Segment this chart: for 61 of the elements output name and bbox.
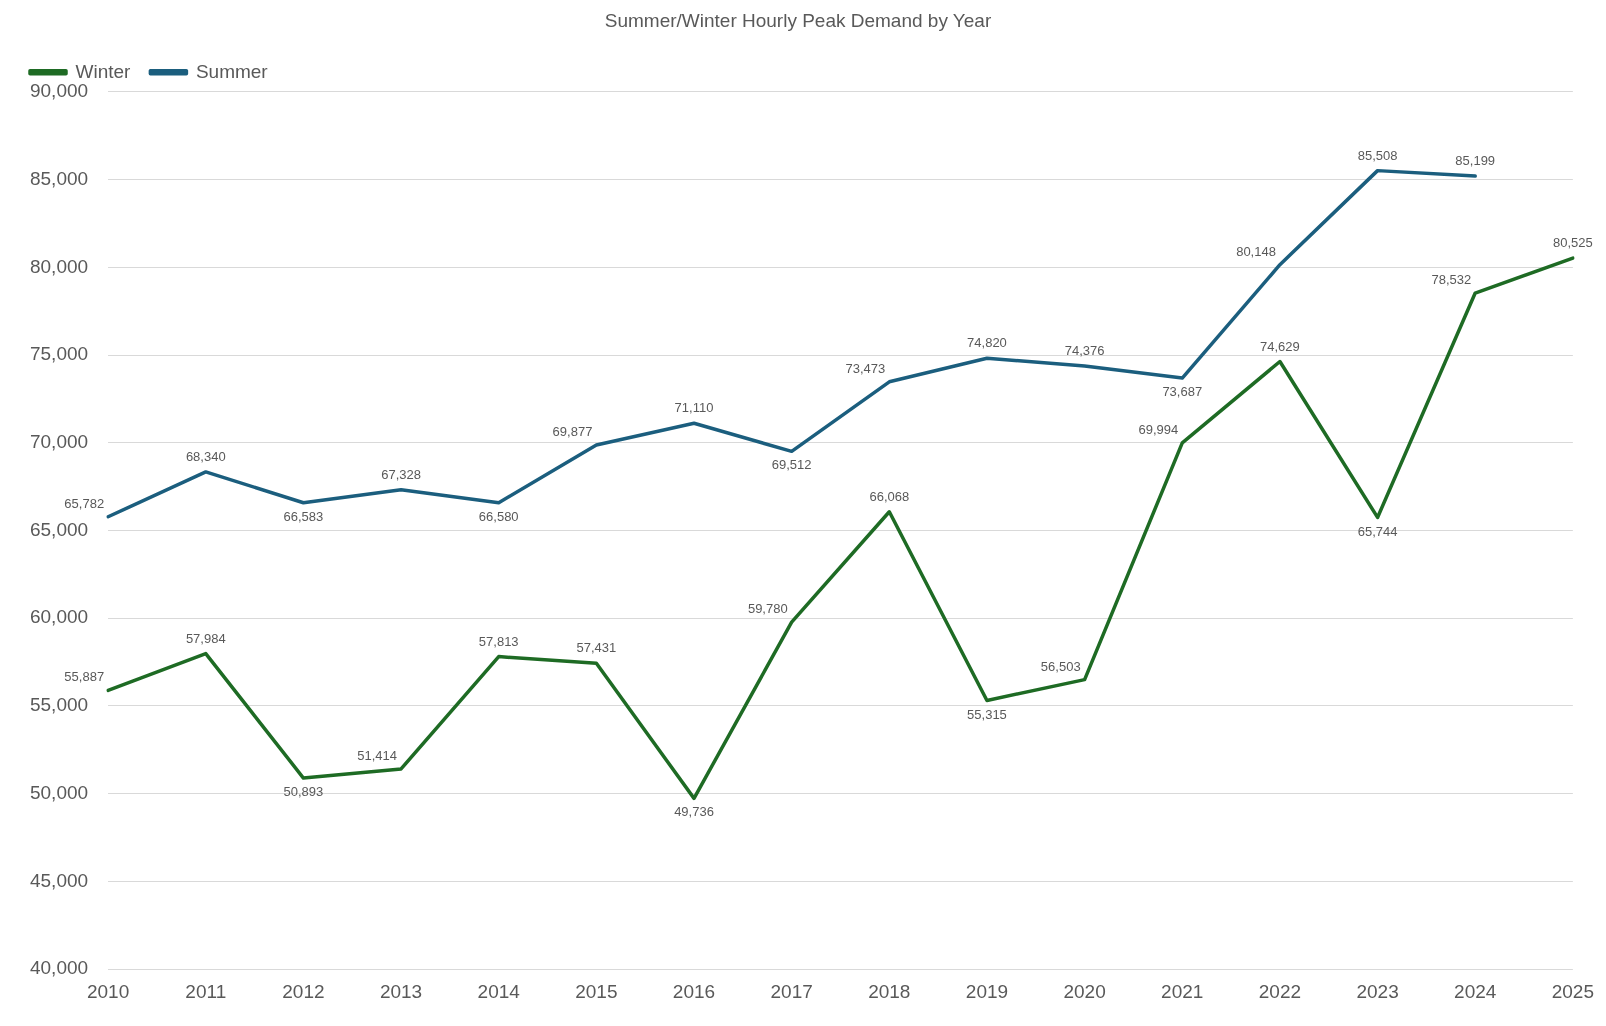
data-label: 65,782	[64, 495, 105, 511]
y-tick-label: 85,000	[29, 167, 89, 189]
data-label: 56,503	[1040, 658, 1081, 674]
y-tick-label: 45,000	[29, 869, 89, 891]
x-tick-label: 2018	[868, 980, 911, 1002]
y-tick-label: 50,000	[29, 781, 89, 803]
data-label: 74,376	[1064, 343, 1105, 359]
y-tick-label: 70,000	[29, 430, 89, 452]
y-tick-label: 40,000	[29, 957, 89, 979]
x-tick-label: 2021	[1161, 980, 1204, 1002]
data-label: 69,994	[1138, 421, 1179, 437]
data-label: 74,629	[1260, 338, 1300, 354]
data-label: 74,820	[967, 335, 1007, 351]
data-label: 73,687	[1162, 384, 1203, 400]
data-label: 57,984	[185, 630, 226, 646]
data-label: 57,431	[576, 640, 617, 656]
y-tick-label: 90,000	[29, 80, 89, 102]
x-tick-label: 2011	[185, 980, 227, 1002]
x-tick-label: 2025	[1551, 980, 1595, 1002]
chart-title: Summer/Winter Hourly Peak Demand by Year	[604, 9, 992, 31]
data-label: 57,813	[478, 633, 519, 649]
data-label: 49,736	[674, 804, 714, 820]
x-tick-label: 2023	[1356, 980, 1399, 1002]
x-tick-label: 2017	[770, 980, 813, 1002]
data-label: 66,068	[869, 488, 910, 504]
data-label: 65,744	[1357, 523, 1398, 539]
x-tick-label: 2024	[1454, 980, 1497, 1002]
data-label: 73,473	[845, 360, 886, 376]
data-label: 66,583	[283, 508, 324, 524]
data-label: 55,315	[967, 706, 1007, 722]
data-label: 69,512	[771, 457, 812, 473]
legend-label: Winter	[75, 60, 132, 82]
y-tick-label: 60,000	[29, 606, 89, 628]
y-tick-label: 75,000	[29, 343, 89, 365]
data-label: 80,525	[1552, 235, 1593, 251]
x-tick-label: 2016	[672, 980, 716, 1002]
data-label: 59,780	[747, 601, 788, 617]
data-label: 67,328	[381, 466, 421, 482]
data-label: 66,580	[478, 508, 519, 524]
data-label: 50,893	[283, 784, 324, 800]
x-tick-label: 2022	[1258, 980, 1302, 1002]
y-tick-label: 65,000	[29, 518, 89, 540]
legend-label: Summer	[195, 60, 269, 82]
x-tick-label: 2020	[1063, 980, 1106, 1002]
x-tick-label: 2015	[575, 980, 618, 1002]
x-tick-label: 2012	[282, 980, 325, 1002]
x-tick-label: 2014	[477, 980, 521, 1002]
x-tick-label: 2013	[379, 980, 423, 1002]
y-tick-label: 80,000	[29, 255, 89, 277]
x-tick-label: 2019	[965, 980, 1009, 1002]
data-label: 78,532	[1431, 272, 1472, 288]
data-label: 71,110	[674, 400, 714, 416]
data-label: 85,199	[1455, 153, 1496, 169]
data-label: 69,877	[552, 424, 593, 439]
data-label: 55,887	[64, 669, 105, 685]
data-label: 68,340	[185, 448, 226, 464]
data-label: 51,414	[357, 747, 398, 763]
data-label: 80,148	[1236, 243, 1276, 259]
data-label: 85,508	[1357, 147, 1398, 163]
x-tick-label: 2010	[86, 980, 130, 1002]
y-tick-label: 55,000	[29, 694, 89, 716]
